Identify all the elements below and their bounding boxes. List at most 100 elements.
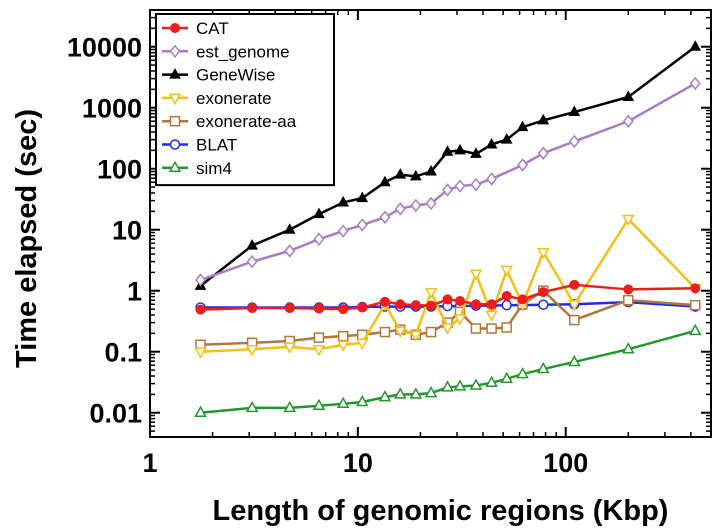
- data-point-cat: [690, 283, 701, 294]
- data-point-cat: [395, 299, 406, 310]
- data-point-sim4: [424, 386, 438, 398]
- series-exonerate: [194, 214, 702, 359]
- data-point-est-genome: [470, 177, 482, 192]
- legend-marker: [170, 23, 180, 33]
- data-point-genewise: [394, 168, 407, 179]
- data-point-sim4: [336, 396, 350, 409]
- series-cat: [195, 279, 701, 315]
- data-point-genewise: [454, 143, 466, 155]
- data-point-est-genome: [284, 244, 296, 258]
- legend-marker: [169, 115, 181, 127]
- legend-marker: [169, 68, 181, 79]
- x-tick-label: 100: [543, 448, 588, 478]
- ticks-layer: 1 10 100 0.01 0.1 1 10 100 1000 10000: [67, 10, 711, 478]
- data-point-sim4: [409, 387, 423, 399]
- data-point-exonerate-aa: [501, 322, 512, 333]
- legend-item-blat: BLAT: [162, 136, 237, 155]
- data-point-exonerate: [424, 287, 438, 300]
- data-point-sim4: [441, 380, 454, 392]
- data-point-genewise: [516, 120, 529, 132]
- data-point-sim4: [194, 405, 207, 417]
- y-tick-label: 0.01: [89, 399, 142, 429]
- legend-item-exonerate-aa: exonerate-aa: [162, 112, 297, 131]
- data-point-genewise: [485, 137, 498, 149]
- data-point-est-genome: [454, 179, 466, 193]
- data-point-sim4: [568, 354, 581, 367]
- data-point-genewise: [689, 40, 702, 51]
- series-layer: [194, 40, 702, 417]
- data-point-exonerate: [622, 214, 635, 227]
- data-point-cat: [338, 304, 349, 315]
- data-point-genewise: [337, 195, 350, 207]
- legend-label: sim4: [196, 159, 232, 178]
- data-point-est-genome: [689, 76, 701, 91]
- data-point-exonerate: [355, 338, 369, 350]
- data-point-cat: [470, 299, 481, 310]
- data-point-sim4: [537, 362, 550, 374]
- x-tick-label: 1: [142, 448, 157, 478]
- data-point-cat: [379, 296, 390, 307]
- data-point-exonerate: [537, 247, 550, 260]
- data-point-est-genome: [313, 232, 325, 246]
- data-point-cat: [623, 284, 634, 295]
- legend-item-cat: CAT: [162, 19, 229, 38]
- legend-marker: [169, 139, 181, 150]
- data-point-exonerate-aa: [425, 326, 437, 338]
- data-point-genewise: [313, 207, 325, 219]
- data-point-cat: [410, 300, 421, 311]
- data-point-exonerate: [336, 340, 350, 352]
- data-point-genewise: [379, 175, 391, 187]
- data-point-sim4: [500, 371, 513, 384]
- legend-label: exonerate: [196, 89, 272, 108]
- data-point-exonerate-aa: [337, 330, 349, 342]
- data-point-genewise: [470, 147, 482, 158]
- legend-box: [155, 13, 335, 187]
- data-point-sim4: [245, 400, 259, 413]
- data-point-cat: [426, 300, 437, 311]
- legend-item-est-genome: est_genome: [162, 42, 290, 61]
- data-point-est-genome: [425, 196, 437, 211]
- y-tick-label: 0.1: [104, 338, 142, 368]
- series-sim4: [194, 323, 702, 417]
- data-point-est-genome: [246, 254, 258, 269]
- data-point-exonerate-aa: [379, 326, 391, 338]
- data-point-cat: [486, 299, 497, 310]
- y-tick-label: 1000: [82, 94, 142, 124]
- data-point-exonerate-aa: [569, 314, 580, 326]
- data-point-exonerate: [194, 347, 207, 359]
- data-point-genewise: [622, 90, 635, 101]
- legend: CAT est_genome GeneWise exonerate exonerate-…: [155, 13, 335, 187]
- legend-label: exonerate-aa: [196, 112, 297, 131]
- data-point-sim4: [688, 323, 702, 336]
- data-point-est-genome: [486, 172, 498, 186]
- x-tick-label: 10: [343, 448, 373, 478]
- data-point-est-genome: [537, 146, 549, 160]
- data-point-est-genome: [517, 158, 529, 172]
- data-point-est-genome: [568, 134, 580, 149]
- legend-label: est_genome: [196, 42, 290, 61]
- data-point-exonerate-aa: [470, 323, 482, 334]
- data-point-exonerate-aa: [623, 294, 634, 306]
- legend-label: GeneWise: [196, 66, 275, 85]
- series-genewise: [194, 40, 702, 290]
- data-point-sim4: [453, 379, 467, 391]
- y-tick-label: 10000: [67, 33, 142, 63]
- y-tick-label: 100: [97, 155, 142, 185]
- data-point-blat: [501, 299, 512, 311]
- data-point-cat: [247, 303, 258, 314]
- data-point-exonerate: [312, 344, 326, 357]
- data-point-genewise: [568, 105, 581, 117]
- data-point-sim4: [485, 375, 498, 388]
- data-point-sim4: [394, 387, 407, 399]
- series-line-sim4: [200, 329, 696, 414]
- legend-marker: [169, 44, 181, 58]
- data-point-cat: [517, 294, 528, 305]
- data-point-sim4: [378, 390, 392, 402]
- data-point-cat: [442, 294, 453, 305]
- data-point-exonerate: [441, 323, 454, 335]
- x-axis-title: Length of genomic regions (Kbp): [213, 495, 669, 527]
- data-point-sim4: [312, 398, 326, 411]
- y-tick-label: 10: [112, 216, 142, 246]
- data-point-cat: [357, 302, 368, 313]
- legend-label: CAT: [196, 19, 229, 38]
